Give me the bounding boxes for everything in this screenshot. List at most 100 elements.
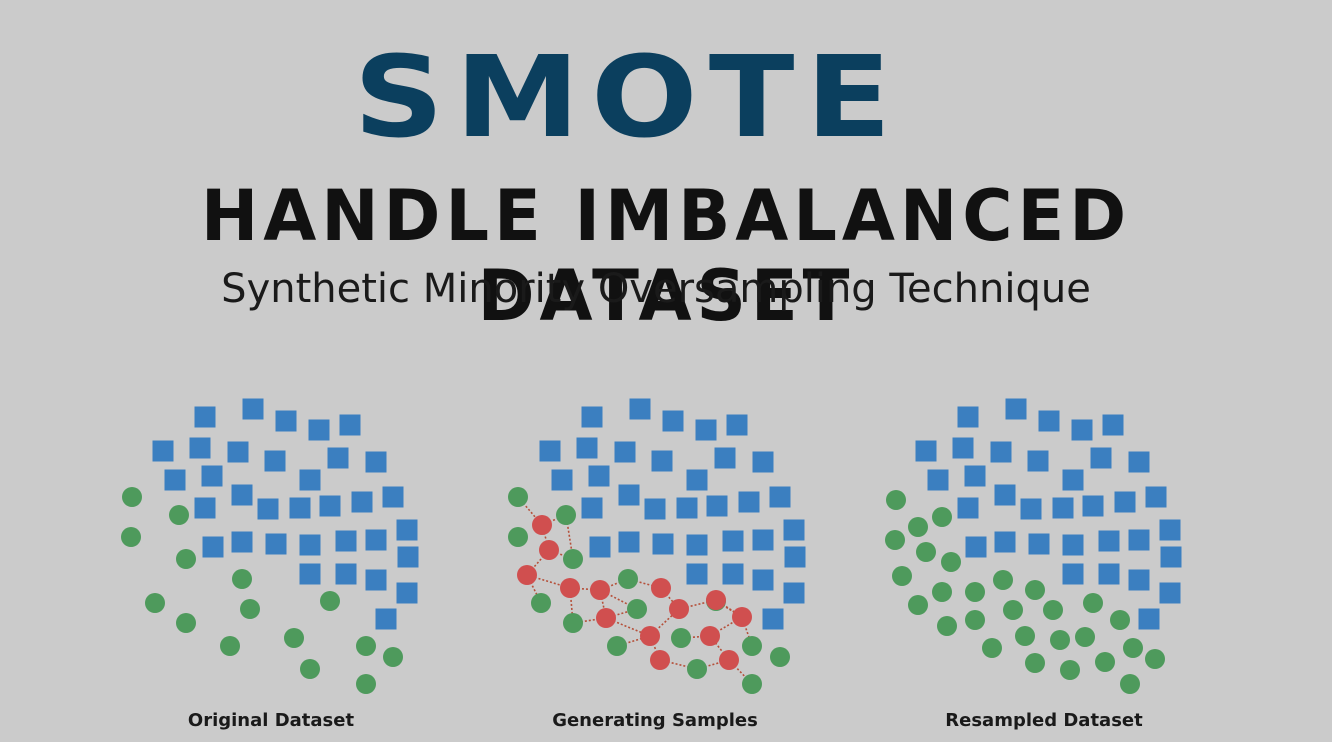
majority-square-resampled xyxy=(964,465,986,487)
majority-square-resampled xyxy=(1138,608,1160,630)
minority-circle-generating xyxy=(618,569,638,589)
synthetic-circle xyxy=(669,599,689,619)
minority-circle-generating xyxy=(508,527,528,547)
majority-square-original xyxy=(264,450,286,472)
minority-circle-generating xyxy=(607,636,627,656)
majority-square-original xyxy=(382,486,404,508)
majority-square-original xyxy=(327,447,349,469)
majority-square-resampled xyxy=(1020,498,1042,520)
minority-circle-resampled xyxy=(1003,600,1023,620)
majority-square-original xyxy=(242,398,264,420)
majority-square-original xyxy=(275,410,297,432)
majority-square-original xyxy=(365,529,387,551)
synthetic-circle xyxy=(560,578,580,598)
minority-circle-original xyxy=(232,569,252,589)
majority-square-resampled xyxy=(957,497,979,519)
synthetic-circle xyxy=(651,578,671,598)
majority-square-generating xyxy=(551,469,573,491)
majority-square-resampled xyxy=(1159,582,1181,604)
majority-square-generating xyxy=(676,497,698,519)
majority-square-original xyxy=(152,440,174,462)
majority-square-original xyxy=(335,563,357,585)
majority-square-resampled xyxy=(1114,491,1136,513)
minority-circle-resampled xyxy=(937,616,957,636)
minority-circle-resampled xyxy=(1050,630,1070,650)
minority-circle-resampled xyxy=(1120,674,1140,694)
majority-square-generating xyxy=(644,498,666,520)
minority-circle-resampled xyxy=(993,570,1013,590)
majority-square-resampled xyxy=(994,531,1016,553)
majority-square-original xyxy=(289,497,311,519)
majority-square-generating xyxy=(576,437,598,459)
majority-square-resampled xyxy=(1128,529,1150,551)
majority-square-original xyxy=(397,546,419,568)
panel-label-resampled: Resampled Dataset xyxy=(945,710,1143,731)
minority-circle-resampled xyxy=(932,582,952,602)
majority-square-resampled xyxy=(1098,530,1120,552)
minority-circle-generating xyxy=(563,613,583,633)
minority-circle-resampled xyxy=(1075,627,1095,647)
minority-circle-resampled xyxy=(1110,610,1130,630)
majority-square-original xyxy=(189,437,211,459)
majority-square-original xyxy=(202,536,224,558)
synthetic-circle xyxy=(590,580,610,600)
majority-square-generating xyxy=(752,529,774,551)
majority-square-resampled xyxy=(957,406,979,428)
minority-circle-resampled xyxy=(1015,626,1035,646)
majority-square-original xyxy=(231,484,253,506)
majority-square-generating xyxy=(783,519,805,541)
majority-square-resampled xyxy=(990,441,1012,463)
synthetic-circle xyxy=(539,540,559,560)
majority-square-original xyxy=(231,531,253,553)
majority-square-resampled xyxy=(1159,519,1181,541)
panel-label-original: Original Dataset xyxy=(188,710,355,731)
minority-circle-original xyxy=(284,628,304,648)
minority-circle-resampled xyxy=(908,517,928,537)
majority-square-resampled xyxy=(1071,419,1093,441)
majority-square-generating xyxy=(581,406,603,428)
synthetic-circle xyxy=(732,607,752,627)
majority-square-generating xyxy=(651,450,673,472)
synthetic-circle xyxy=(640,626,660,646)
majority-square-resampled xyxy=(1038,410,1060,432)
majority-square-generating xyxy=(662,410,684,432)
minority-circle-original xyxy=(356,636,376,656)
majority-square-original xyxy=(257,498,279,520)
majority-square-generating xyxy=(581,497,603,519)
majority-square-original xyxy=(335,530,357,552)
majority-square-original xyxy=(194,497,216,519)
majority-square-original xyxy=(265,533,287,555)
majority-square-generating xyxy=(752,569,774,591)
minority-circle-original xyxy=(176,549,196,569)
minority-circle-resampled xyxy=(965,582,985,602)
minority-circle-resampled xyxy=(1123,638,1143,658)
minority-circle-resampled xyxy=(1145,649,1165,669)
majority-square-original xyxy=(365,569,387,591)
minority-circle-resampled xyxy=(941,552,961,572)
majority-square-generating xyxy=(783,582,805,604)
majority-square-original xyxy=(201,465,223,487)
minority-circle-resampled xyxy=(1083,593,1103,613)
majority-square-original xyxy=(299,534,321,556)
majority-square-original xyxy=(308,419,330,441)
majority-square-original xyxy=(375,608,397,630)
majority-square-resampled xyxy=(915,440,937,462)
minority-circle-resampled xyxy=(965,610,985,630)
minority-circle-generating xyxy=(627,599,647,619)
synthetic-circle xyxy=(650,650,670,670)
page-title: SMOTE xyxy=(353,33,903,163)
minority-circle-resampled xyxy=(886,490,906,510)
synthetic-circle xyxy=(532,515,552,535)
majority-square-original xyxy=(299,469,321,491)
majority-square-resampled xyxy=(1082,495,1104,517)
majority-square-original xyxy=(194,406,216,428)
majority-square-generating xyxy=(618,484,640,506)
majority-square-generating xyxy=(752,451,774,473)
minority-circle-original xyxy=(121,527,141,547)
synthetic-link xyxy=(599,589,638,610)
majority-square-generating xyxy=(695,419,717,441)
data-points xyxy=(121,398,1182,694)
minority-circle-resampled xyxy=(1025,580,1045,600)
minority-circle-generating xyxy=(770,647,790,667)
